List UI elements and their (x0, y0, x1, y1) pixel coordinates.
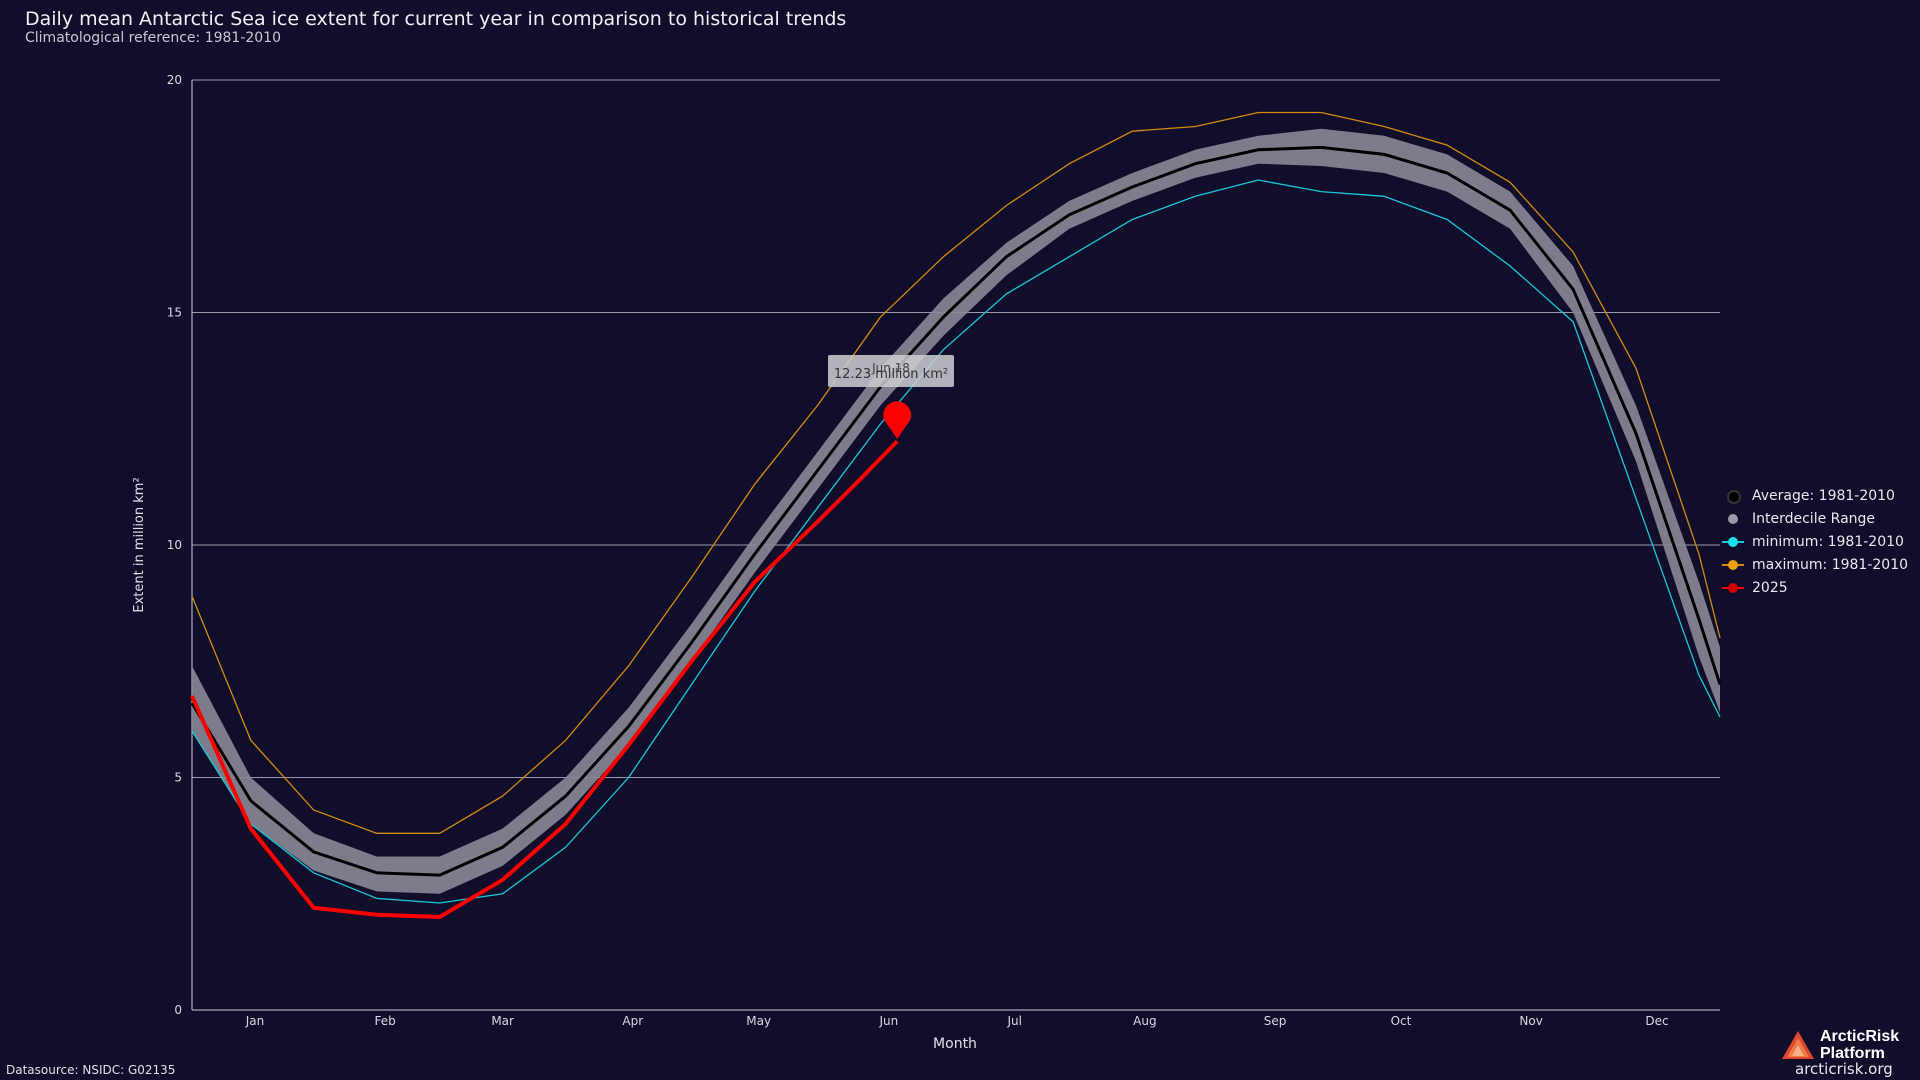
average-line (190, 145, 1722, 877)
x-tick-label-apr: Apr (622, 1014, 643, 1028)
x-tick-label-aug: Aug (1133, 1014, 1156, 1028)
logo-text-line1: ArcticRisk (1820, 1028, 1900, 1045)
x-tick-label-dec: Dec (1645, 1014, 1668, 1028)
y-tick-label: 15 (167, 306, 182, 320)
x-tick-label-jul: Jul (1007, 1014, 1022, 1028)
legend-item-minimum[interactable]: minimum: 1981-2010 (1722, 530, 1908, 553)
chart-subtitle: Climatological reference: 1981-2010 (25, 30, 281, 46)
x-tick-label-sep: Sep (1264, 1014, 1287, 1028)
tooltip-box (828, 355, 954, 387)
datasource-note: Datasource: NSIDC: G02135 (6, 1063, 176, 1077)
tooltip-value: 12.23 million km² (834, 367, 948, 382)
series-group (190, 111, 1722, 919)
minimum-line (191, 179, 1721, 904)
legend-minimum-marker-icon (1722, 535, 1744, 549)
legend-average-marker-icon (1722, 489, 1744, 504)
site-url[interactable]: arcticrisk.org (1795, 1060, 1893, 1078)
legend-item-label: Average: 1981-2010 (1752, 487, 1895, 504)
x-tick-label-mar: Mar (491, 1014, 514, 1028)
current-value-pin-marker (883, 401, 912, 440)
y-axis-label: Extent in million km² (132, 477, 147, 612)
x-tick-label-jun: Jun (878, 1014, 898, 1028)
legend-item-label: 2025 (1752, 579, 1788, 596)
legend-item-2025[interactable]: 2025 (1722, 576, 1908, 599)
x-tick-label-nov: Nov (1519, 1014, 1542, 1028)
legend-2025-marker-icon (1722, 581, 1744, 595)
y-tick-label: 5 (174, 771, 182, 785)
x-tick-label-may: May (746, 1014, 771, 1028)
arcticrisk-logo[interactable]: ArcticRisk Platform (1780, 1028, 1899, 1062)
x-tick-label-oct: Oct (1391, 1014, 1412, 1028)
x-tick-label-feb: Feb (374, 1014, 395, 1028)
maximum-line (191, 111, 1721, 834)
legend-maximum-marker-icon (1722, 558, 1744, 572)
y-tick-label: 0 (174, 1003, 182, 1017)
chart-title: Daily mean Antarctic Sea ice extent for … (25, 8, 847, 30)
legend-interdecile-marker-icon (1722, 512, 1744, 526)
legend-item-label: minimum: 1981-2010 (1752, 533, 1904, 550)
legend-item-maximum[interactable]: maximum: 1981-2010 (1722, 553, 1908, 576)
legend-item-average[interactable]: Average: 1981-2010 (1722, 484, 1908, 507)
y-tick-label: 10 (167, 538, 182, 552)
tooltip-date: Jun 18 (871, 361, 910, 375)
logo-text-line2: Platform (1820, 1045, 1885, 1062)
axes (191, 80, 1720, 1011)
legend-item-label: Interdecile Range (1752, 510, 1876, 527)
arcticrisk-triangle-icon (1782, 1031, 1814, 1059)
legend-item-label: maximum: 1981-2010 (1752, 556, 1909, 573)
interdecile-band (192, 128, 1720, 894)
y-tick-label: 20 (167, 73, 182, 87)
legend: Average: 1981-2010 Interdecile Range min… (1722, 484, 1908, 599)
x-tick-labels: Jan Feb Mar Apr May Jun Jul Aug Sep Oct Nov Dec (245, 1014, 1669, 1028)
tooltip: Jun 18 12.23 million km² (828, 355, 954, 387)
current-year-line (190, 439, 899, 919)
x-tick-label-jan: Jan (245, 1014, 265, 1028)
legend-item-interdecile[interactable]: Interdecile Range (1722, 507, 1908, 530)
x-axis-label: Month (933, 1036, 977, 1052)
y-tick-labels: 0 5 10 15 20 (167, 73, 182, 1017)
